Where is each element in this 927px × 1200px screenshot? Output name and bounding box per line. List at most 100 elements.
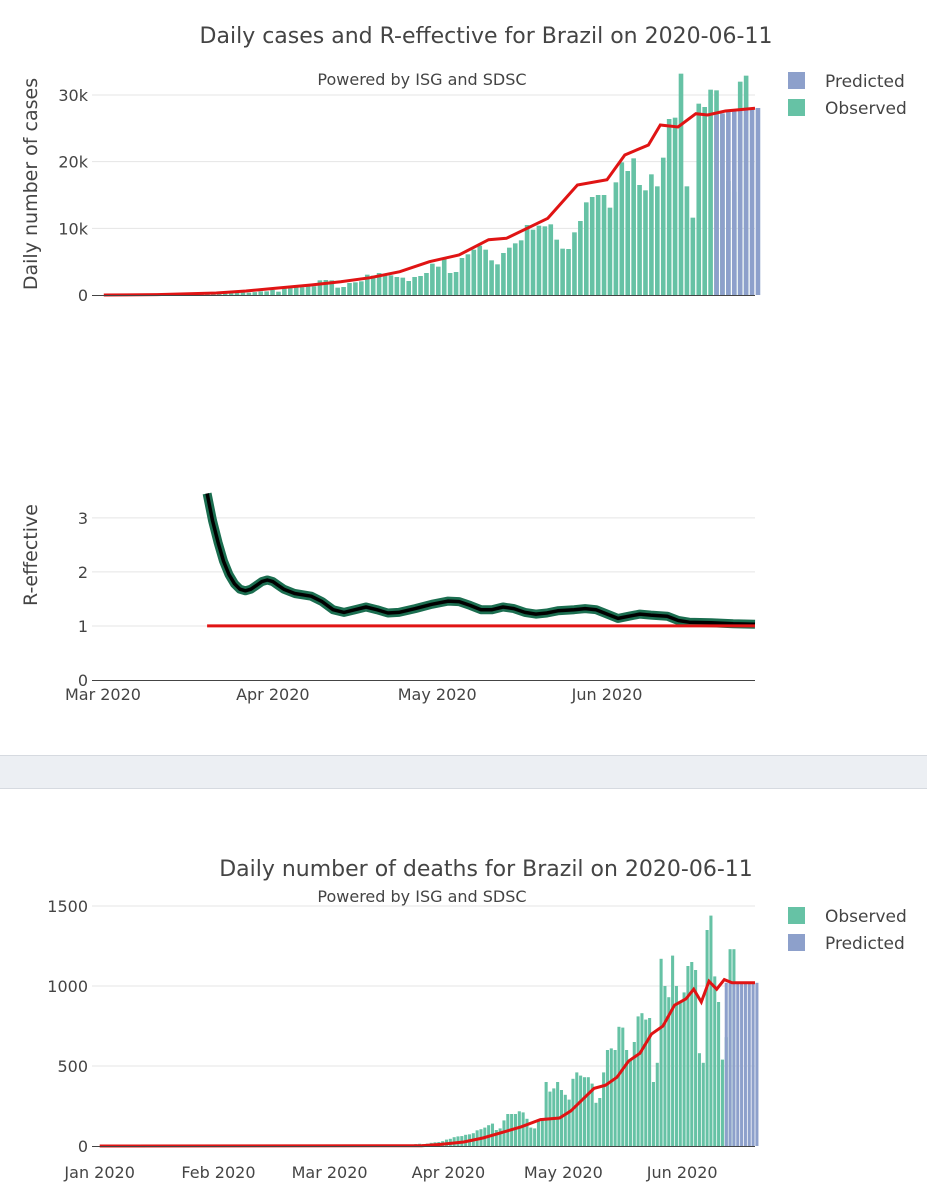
cases-smoothed-line: [103, 106, 756, 297]
cases-observed-bar: [660, 157, 666, 295]
cases-observed-bar: [376, 273, 382, 295]
cases-observed-bar: [643, 190, 648, 295]
cases-predicted-bar: [720, 113, 725, 295]
cases-observed-bar: [305, 286, 311, 295]
deaths-y-ticks: 0 500 1000 1500: [47, 897, 88, 1156]
deaths-observed-bar: [697, 1053, 701, 1146]
deaths-x-tick-label: Apr 2020: [412, 1163, 485, 1182]
cases-observed-bar: [430, 263, 435, 295]
deaths-observed-bar: [494, 1130, 498, 1146]
deaths-predicted-bar: [740, 982, 744, 1146]
cases-observed-bar: [246, 292, 252, 295]
cases-observed-bar: [453, 272, 459, 295]
cases-observed-bar: [353, 282, 358, 295]
cases-chart-subtitle: Powered by ISG and SDSC: [317, 70, 526, 89]
cases-observed-bar: [311, 286, 317, 295]
deaths-observed-bar: [586, 1077, 590, 1146]
r-effective-line: [205, 493, 756, 627]
deaths-observed-bar: [544, 1082, 548, 1146]
cases-observed-bar: [655, 186, 660, 295]
cases-observed-bar: [329, 280, 335, 295]
cases-observed-bar: [554, 239, 560, 295]
cases-predicted-bar: [743, 108, 749, 296]
cases-observed-bar: [252, 292, 258, 295]
deaths-observed-bar: [659, 958, 663, 1146]
cases-observed-bar: [578, 221, 583, 295]
cases-observed-bar: [483, 249, 488, 295]
deaths-observed-bar: [602, 1072, 606, 1146]
deaths-legend[interactable]: Observed Predicted: [788, 907, 907, 954]
r-y-axis-label: R-effective: [20, 504, 42, 606]
deaths-observed-bar: [644, 1019, 648, 1146]
cases-observed-bar: [560, 248, 565, 295]
legend-predicted-label: Predicted: [825, 72, 905, 92]
cases-y-tick-label: 20k: [58, 153, 88, 172]
deaths-observed-bar: [678, 1002, 682, 1146]
cases-predicted-bar: [731, 110, 737, 295]
r-x-tick-label: Jun 2020: [571, 685, 643, 704]
r-y-tick-label: 0: [78, 671, 88, 690]
deaths-predicted-bar: [736, 982, 740, 1146]
deaths-observed-bar: [628, 1059, 632, 1146]
cases-observed-bar: [518, 240, 524, 295]
deaths-observed-bar: [556, 1082, 560, 1146]
cases-observed-bar: [258, 291, 264, 295]
cases-observed-bar: [495, 264, 500, 295]
cases-observed-bar: [607, 207, 613, 295]
legend-predicted-swatch: [788, 934, 805, 951]
cases-r-figure: Daily cases and R-effective for Brazil o…: [20, 24, 907, 704]
cases-y-ticks: 0 10k 20k 30k: [58, 86, 88, 305]
cases-chart-title: Daily cases and R-effective for Brazil o…: [200, 24, 773, 49]
cases-observed-bar: [613, 182, 619, 295]
deaths-observed-bar: [579, 1075, 583, 1146]
deaths-y-tick-label: 500: [57, 1057, 88, 1076]
cases-observed-bar: [512, 243, 518, 295]
deaths-observed-bar: [694, 970, 698, 1146]
deaths-observed-bar: [686, 966, 690, 1146]
cases-predicted-bar: [755, 108, 761, 295]
deaths-observed-bar: [621, 1027, 625, 1146]
deaths-observed-bar: [567, 1099, 571, 1146]
cases-observed-bar: [264, 291, 269, 295]
cases-observed-bar: [394, 277, 400, 295]
cases-observed-bar: [323, 280, 329, 295]
deaths-y-tick-label: 0: [78, 1137, 88, 1156]
deaths-observed-bar: [582, 1077, 586, 1146]
deaths-observed-bar: [563, 1094, 567, 1146]
cases-observed-bar: [536, 225, 542, 295]
deaths-observed-bar: [682, 992, 686, 1146]
cases-observed-bar: [459, 258, 465, 295]
cases-observed-bar: [400, 277, 406, 295]
cases-observed-bar: [299, 287, 305, 295]
cases-observed-bar: [293, 285, 299, 295]
deaths-predicted-bar: [755, 982, 759, 1146]
cases-observed-bar: [566, 249, 571, 295]
cases-observed-bar: [601, 195, 607, 295]
r-x-tick-label: Mar 2020: [65, 685, 141, 704]
deaths-observed-bar: [663, 986, 667, 1146]
deaths-predicted-bar: [724, 982, 728, 1146]
deaths-observed-bar: [605, 1050, 609, 1146]
deaths-observed-bar: [705, 930, 709, 1146]
deaths-observed-bar: [648, 1018, 652, 1146]
cases-observed-bar: [406, 281, 412, 295]
cases-observed-bar: [388, 275, 394, 295]
deaths-y-tick-label: 1000: [47, 977, 88, 996]
cases-observed-bar: [619, 162, 625, 295]
r-x-tick-label: Apr 2020: [236, 685, 309, 704]
cases-observed-bar: [240, 292, 246, 295]
deaths-predicted-bar: [743, 982, 747, 1146]
deaths-observed-bar: [640, 1013, 644, 1146]
r-x-tick-label: May 2020: [398, 685, 477, 704]
r-y-tick-label: 1: [78, 617, 88, 636]
cases-observed-bar: [282, 287, 287, 295]
deaths-observed-bar: [529, 1127, 533, 1146]
cases-observed-bar: [690, 217, 696, 295]
deaths-chart-subtitle: Powered by ISG and SDSC: [317, 887, 526, 906]
deaths-grid: [92, 905, 755, 1067]
cases-observed-bar: [649, 174, 654, 295]
cases-observed-bar: [287, 287, 293, 295]
deaths-predicted-bar: [732, 982, 736, 1146]
deaths-x-tick-label: May 2020: [524, 1163, 603, 1182]
cases-legend[interactable]: Predicted Observed: [788, 72, 907, 119]
